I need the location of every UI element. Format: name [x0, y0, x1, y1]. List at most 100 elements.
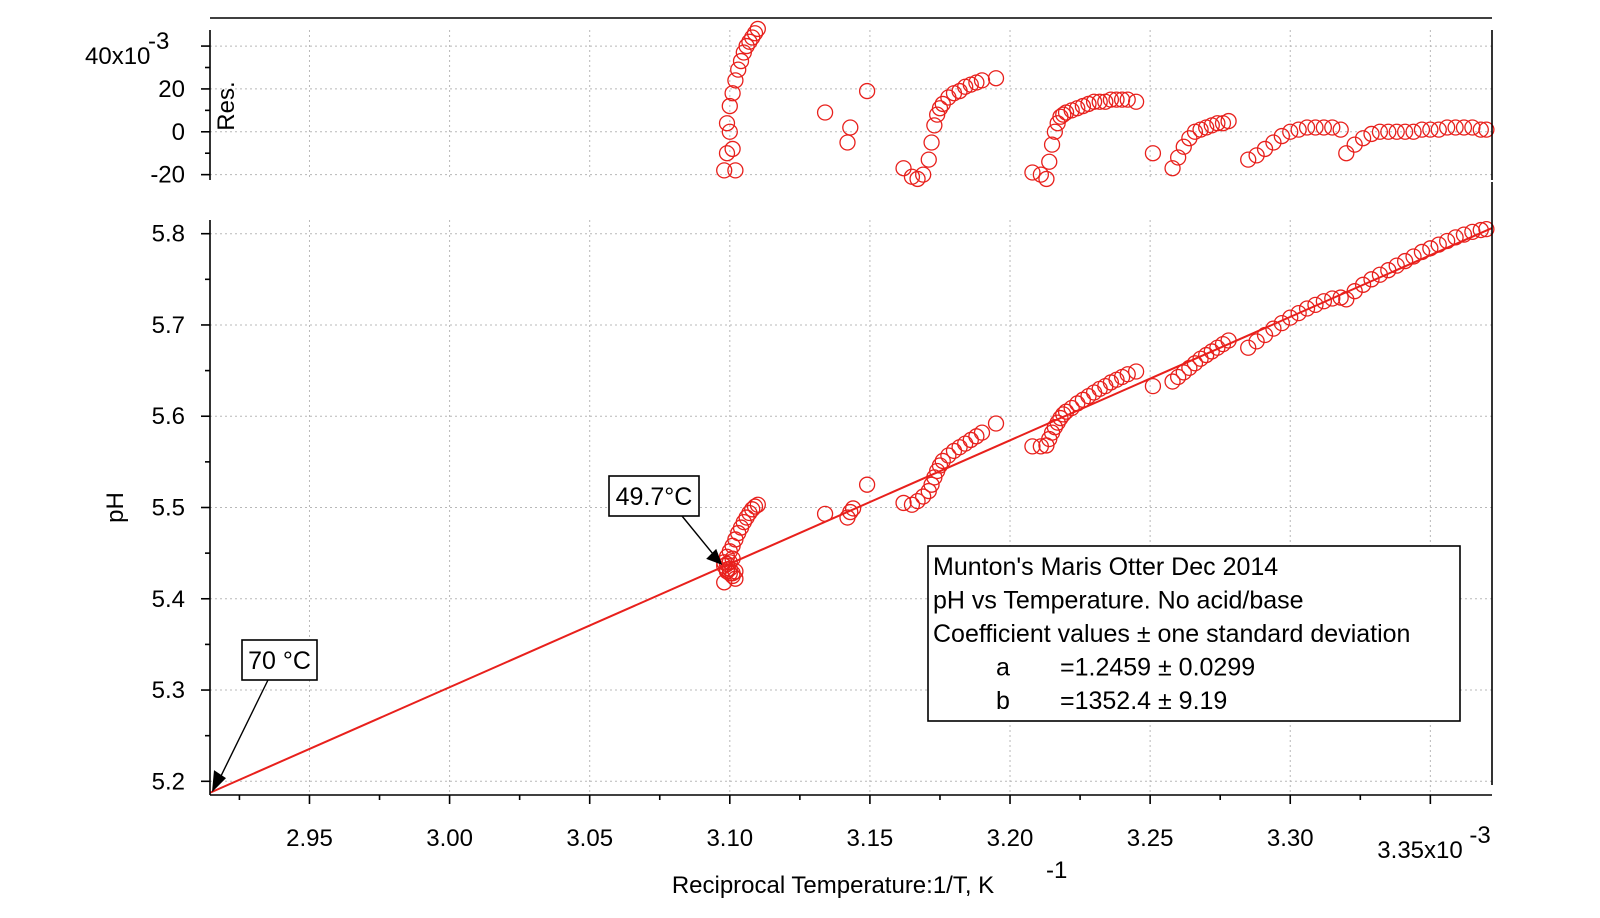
x-tick-label: 3.05 [566, 825, 613, 852]
data-point [1354, 276, 1372, 293]
data-point [844, 500, 862, 517]
y-tick-label: 5.7 [152, 312, 185, 339]
data-point [1371, 266, 1389, 283]
data-point [1049, 414, 1066, 431]
annotation-arrow [217, 679, 269, 783]
y-tick-label: 5.4 [152, 586, 185, 613]
residual-point [1464, 119, 1481, 136]
data-point [1290, 304, 1307, 322]
residual-point [1024, 164, 1041, 181]
residual-point [1273, 127, 1290, 145]
data-point [1396, 252, 1414, 270]
residual-point [1265, 134, 1282, 151]
data-point [987, 415, 1005, 432]
residual-point [727, 162, 744, 179]
residual-point [934, 95, 951, 113]
residual-point [1164, 160, 1181, 177]
data-point [1024, 438, 1041, 455]
data-point [721, 560, 738, 577]
legend-line: Coefficient values ± one standard deviat… [933, 620, 1410, 648]
data-point [1127, 363, 1145, 380]
res-y-exponent-label: 40x10 [85, 43, 150, 70]
residual-point [895, 160, 912, 177]
residual-point [858, 82, 876, 100]
residual-point [1315, 119, 1333, 136]
res-y-exponent-sup: -3 [148, 28, 169, 55]
res-y-tick-label: 20 [158, 76, 185, 103]
data-point [1181, 359, 1198, 377]
residual-point [741, 33, 758, 50]
residual-point [1043, 136, 1061, 153]
legend-coef-name: b [996, 687, 1010, 715]
annotation-label: 70 °C [248, 647, 311, 675]
residual-point [716, 162, 733, 179]
data-point [1209, 339, 1226, 356]
data-point [1097, 377, 1114, 395]
residual-point [1170, 149, 1187, 166]
legend-line: pH vs Temperature. No acid/base [933, 587, 1304, 615]
residual-point [926, 117, 943, 134]
points-layer [716, 20, 1495, 591]
y-axis-title: pH [102, 492, 129, 523]
data-point [951, 439, 968, 456]
data-point [915, 488, 932, 505]
data-point [962, 431, 979, 449]
residual-point [1209, 115, 1226, 132]
residual-point [1430, 121, 1447, 138]
data-point [1315, 293, 1333, 310]
residual-point [842, 119, 859, 136]
residual-point [923, 134, 940, 151]
residual-point [1396, 123, 1414, 140]
residual-point [1324, 119, 1341, 136]
y-tick-label: 5.6 [152, 403, 185, 430]
x-axis-title-sup: -1 [1046, 857, 1067, 884]
residual-point [1038, 170, 1055, 188]
data-point [1324, 290, 1341, 307]
res-y-tick-label: -20 [150, 162, 185, 189]
residual-point [1439, 119, 1456, 136]
residual-point [727, 72, 744, 89]
x-tick-label: 2.95 [286, 825, 333, 852]
annotation-label: 49.7°C [616, 483, 693, 511]
data-point [1198, 346, 1215, 364]
residual-point [1413, 121, 1431, 138]
residual-point [1085, 93, 1103, 110]
data-point [1192, 350, 1209, 367]
data-point [1256, 326, 1274, 344]
x-exponent-label: 3.35x10 [1377, 837, 1462, 864]
data-point [842, 503, 859, 521]
data-point [895, 494, 912, 512]
residual-point [718, 115, 736, 132]
residual-point [1102, 91, 1120, 108]
data-point [1472, 221, 1489, 239]
data-point [1455, 226, 1473, 243]
data-point [1346, 283, 1363, 300]
residual-point [1346, 136, 1363, 153]
annotation-arrowhead [212, 770, 226, 793]
data-point [923, 476, 940, 493]
data-point [940, 447, 957, 464]
residual-point [732, 52, 750, 70]
data-point [1175, 364, 1192, 381]
data-point [909, 492, 926, 510]
residual-point [1472, 121, 1489, 138]
data-point [1240, 339, 1257, 356]
residual-point [931, 100, 949, 117]
residual-point [1041, 153, 1058, 170]
data-point [746, 498, 764, 515]
data-point [1119, 366, 1136, 383]
data-point [735, 513, 752, 531]
residual-point [1181, 130, 1198, 147]
residual-point [1220, 112, 1237, 130]
residual-point [1405, 123, 1422, 140]
data-point [1363, 271, 1380, 288]
data-point [727, 570, 744, 587]
residual-point [1248, 147, 1265, 164]
residual-point [1332, 121, 1349, 138]
data-point [1447, 229, 1464, 246]
data-point [903, 496, 921, 513]
data-point [1413, 243, 1431, 261]
residual-point [1282, 123, 1299, 140]
data-point [858, 476, 876, 493]
